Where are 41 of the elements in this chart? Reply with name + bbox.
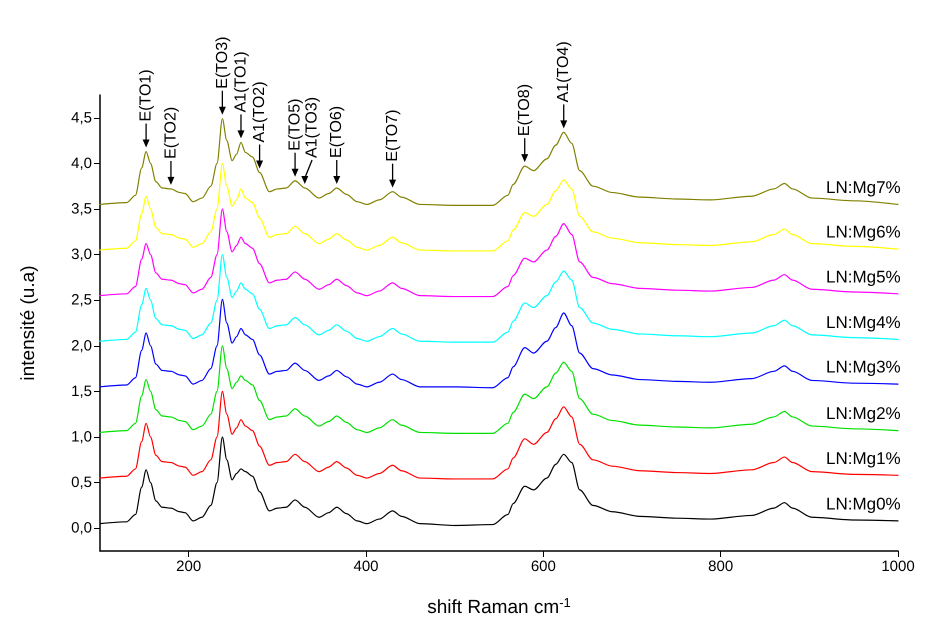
annotation: A1(TO1) bbox=[232, 51, 250, 112]
y-tick-label: 1,0 bbox=[71, 428, 92, 446]
series-label: LN:Mg5% bbox=[826, 267, 901, 286]
annotation: E(TO8) bbox=[516, 84, 534, 136]
annotation: E(TO3) bbox=[214, 36, 231, 89]
y-tick-label: 2,0 bbox=[71, 337, 92, 354]
annotation: E(TO7) bbox=[384, 110, 402, 162]
series-label: LN:Mg0% bbox=[826, 494, 901, 514]
series-label: LN:Mg1% bbox=[826, 448, 901, 468]
x-tick-label: 200 bbox=[176, 558, 202, 575]
y-tick-label: 0,0 bbox=[71, 520, 92, 537]
y-axis-title: intensité (u.a) bbox=[18, 265, 39, 381]
annotation: E(TO6) bbox=[328, 106, 346, 158]
x-tick-label: 600 bbox=[530, 558, 556, 575]
series-label: LN:Mg2% bbox=[826, 404, 901, 424]
y-tick-label: 1,5 bbox=[71, 382, 92, 400]
y-tick-label: 3,5 bbox=[71, 200, 92, 218]
series-label: LN:Mg3% bbox=[826, 358, 901, 377]
line-series bbox=[99, 298, 899, 388]
x-tick-label: 400 bbox=[353, 558, 379, 575]
y-tick-label: 0,5 bbox=[71, 474, 92, 492]
y-tick-label: 4,0 bbox=[71, 154, 92, 172]
annotation: A1(TO4) bbox=[555, 41, 572, 102]
line-series bbox=[99, 345, 899, 434]
series-label: LN:Mg4% bbox=[826, 312, 901, 332]
x-tick-label: 1000 bbox=[881, 558, 915, 575]
series-label: LN:Mg7% bbox=[826, 178, 901, 197]
line-series bbox=[99, 162, 899, 252]
y-tick-label: 4,5 bbox=[71, 109, 92, 126]
line-series bbox=[99, 208, 899, 298]
x-tick-label: 800 bbox=[708, 558, 734, 575]
annotation: A1(TO3) bbox=[304, 96, 321, 158]
line-series bbox=[99, 254, 899, 343]
y-tick-label: 3,0 bbox=[71, 246, 92, 264]
annotation: E(TO2) bbox=[162, 106, 180, 159]
series-label: LN:Mg6% bbox=[826, 222, 901, 242]
annotation: A1(TO2) bbox=[251, 81, 268, 143]
y-tick-label: 2,5 bbox=[71, 292, 92, 309]
line-series bbox=[99, 390, 899, 480]
annotation: E(TO1) bbox=[138, 69, 155, 122]
annotation: E(TO5) bbox=[286, 98, 304, 151]
